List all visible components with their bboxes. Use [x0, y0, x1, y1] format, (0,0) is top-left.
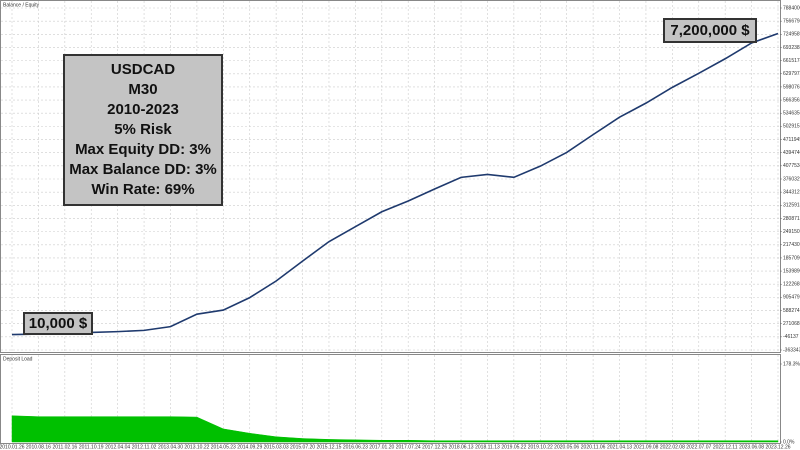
- x-tick-label: 2014.09.29: [237, 444, 262, 450]
- end-label-bg: [663, 18, 757, 43]
- x-tick-label: 2020.11.06: [581, 444, 606, 450]
- info-line: 5% Risk: [114, 121, 172, 138]
- info-line: Max Balance DD: 3%: [69, 161, 217, 178]
- load-panel: [0, 354, 781, 444]
- y-tick-label: 588274: [783, 308, 800, 314]
- x-tick-label: 2015.07.20: [290, 444, 315, 450]
- info-box: USDCAD M30 2010-2023 5% Risk Max Equity …: [63, 54, 223, 206]
- info-line: Win Rate: 69%: [91, 181, 194, 198]
- info-line: Max Equity DD: 3%: [75, 141, 211, 158]
- x-tick-label: 2010.08.16: [26, 444, 51, 450]
- load-area: [11, 415, 779, 443]
- y-tick-label: 5980767: [783, 84, 800, 90]
- info-line: 2010-2023: [107, 101, 179, 118]
- y-tick-label: 5346356: [783, 111, 800, 117]
- start-label: 10,000 $: [29, 315, 88, 332]
- x-tick-label: 2011.02.16: [52, 444, 77, 450]
- y-tick-label: 271068: [783, 321, 800, 327]
- x-tick-label: 2011.10.19: [79, 444, 104, 450]
- y-tick-label: 178.3%: [783, 361, 800, 367]
- y-tick-label: 1539890: [783, 268, 800, 274]
- legend: Balance / Equity: [3, 2, 40, 8]
- x-tick-label: 2016.06.23: [343, 444, 368, 450]
- x-tick-label: 2023.06.08: [739, 444, 764, 450]
- balance-line: [11, 32, 779, 336]
- x-tick-label: 2023.12.26: [765, 444, 790, 450]
- x-tick-label: 2013.10.22: [184, 444, 209, 450]
- panel-title: Deposit Load: [3, 356, 33, 362]
- x-tick-label: 2012.11.02: [132, 444, 157, 450]
- info-box-bg: [63, 54, 223, 206]
- y-tick-label: -46137: [783, 334, 799, 340]
- y-tick-label: 3125918: [783, 203, 800, 209]
- y-tick-label: 2491507: [783, 229, 800, 235]
- x-tick-label: 2017.01.20: [369, 444, 394, 450]
- x-tick-label: 2020.05.06: [554, 444, 579, 450]
- y-tick-label: -363343: [783, 347, 800, 353]
- x-tick-label: 2017.07.24: [396, 444, 421, 450]
- x-tick-label: 2019.10.22: [528, 444, 553, 450]
- x-tick-label: 2022.12.11: [713, 444, 738, 450]
- y-tick-label: 5029151: [783, 124, 800, 130]
- y-tick-label: 6297972: [783, 71, 800, 77]
- end-label: 7,200,000 $: [670, 22, 750, 39]
- x-tick-label: 2021.09.08: [633, 444, 658, 450]
- x-tick-label: 2012.04.04: [105, 444, 130, 450]
- y-tick-label: 2174301: [783, 242, 800, 248]
- x-tick-label: 2010.01.26: [0, 444, 25, 450]
- x-tick-label: 2019.05.22: [501, 444, 526, 450]
- y-tick-label: 7249589: [783, 32, 800, 38]
- y-tick-label: 1222685: [783, 282, 800, 288]
- x-tick-label: 2015.03.03: [264, 444, 289, 450]
- x-tick-label: 2018.11.13: [475, 444, 500, 450]
- y-tick-label: 5663562: [783, 97, 800, 103]
- y-tick-label: 4394740: [783, 150, 800, 156]
- y-tick-label: 6932383: [783, 45, 800, 51]
- x-tick-label: 2014.05.23: [211, 444, 236, 450]
- y-tick-label: 6615178: [783, 58, 800, 64]
- x-tick-label: 2022.02.08: [660, 444, 685, 450]
- start-label-bg: [23, 312, 93, 335]
- info-line: M30: [128, 81, 157, 98]
- y-tick-label: 7566794: [783, 18, 800, 24]
- y-tick-label: 1857096: [783, 255, 800, 261]
- y-tick-label: 3760329: [783, 176, 800, 182]
- y-tick-label: 905479: [783, 295, 800, 301]
- x-tick-label: 2022.07.07: [686, 444, 711, 450]
- x-tick-label: 2018.06.13: [449, 444, 474, 450]
- x-tick-label: 2013.04.30: [158, 444, 183, 450]
- info-line: USDCAD: [111, 61, 175, 78]
- x-tick-label: 2021.04.13: [607, 444, 632, 450]
- main-panel: [0, 0, 781, 353]
- x-tick-label: 2015.12.15: [316, 444, 341, 450]
- y-tick-label: 2808712: [783, 216, 800, 222]
- y-tick-label: 0.0%: [783, 439, 795, 445]
- x-tick-label: 2017.12.26: [422, 444, 447, 450]
